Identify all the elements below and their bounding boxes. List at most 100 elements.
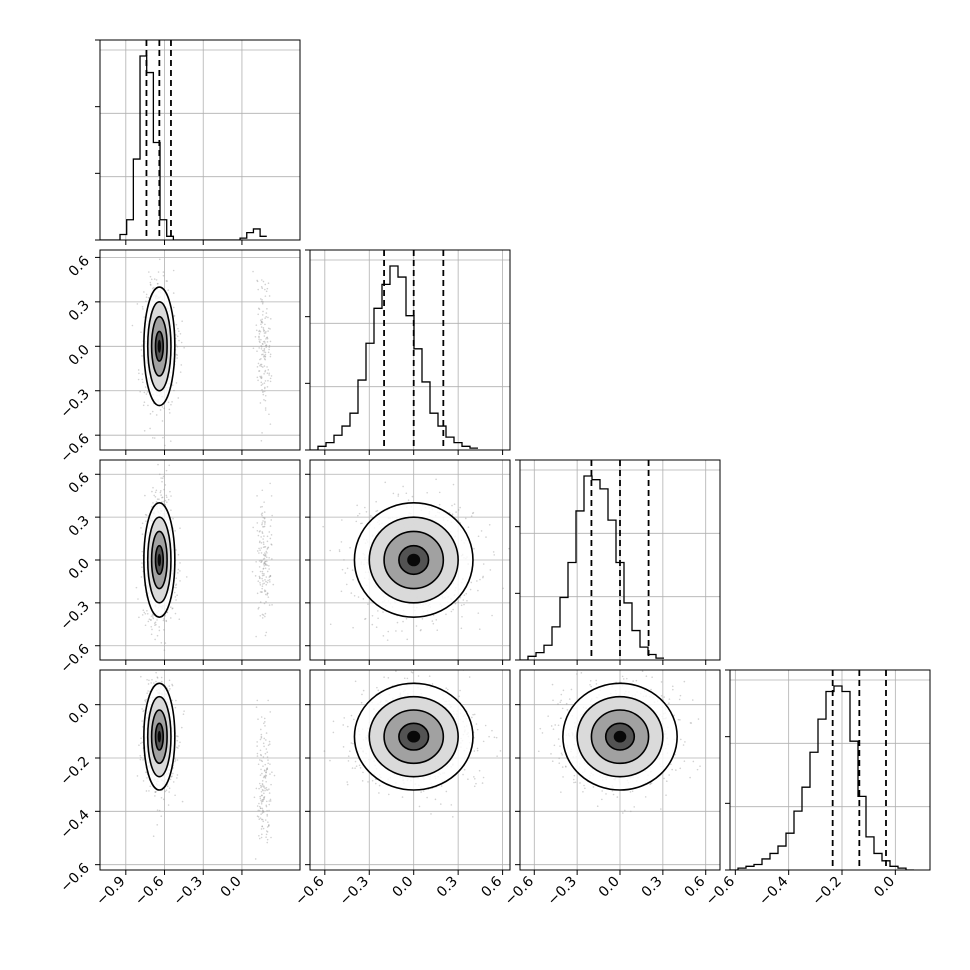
scatter-point	[259, 738, 262, 741]
scatter-point	[401, 796, 404, 798]
scatter-point	[264, 295, 267, 297]
scatter-point	[138, 372, 140, 375]
scatter-point	[269, 798, 272, 801]
scatter-point	[262, 580, 264, 582]
scatter-point	[164, 484, 167, 486]
scatter-point	[268, 740, 271, 743]
scatter-point	[426, 796, 428, 799]
scatter-point	[263, 563, 266, 565]
scatter-point	[344, 572, 347, 574]
scatter-point	[260, 813, 262, 815]
scatter-point	[259, 341, 261, 344]
scatter-point	[178, 330, 180, 333]
scatter-point	[157, 282, 159, 285]
scatter-point	[265, 576, 268, 578]
scatter-point	[259, 817, 262, 819]
scatter-point	[260, 547, 263, 549]
scatter-point	[264, 567, 267, 570]
scatter-point	[255, 635, 257, 638]
scatter-point	[263, 372, 265, 375]
scatter-point	[145, 514, 148, 516]
scatter-point	[148, 618, 151, 620]
scatter-point	[464, 517, 467, 520]
scatter-point	[267, 821, 269, 823]
scatter-point	[268, 413, 270, 416]
y-tick-label: 0.6	[66, 253, 93, 280]
scatter-point	[371, 614, 374, 617]
scatter-point	[261, 789, 264, 791]
scatter-point	[260, 286, 263, 288]
scatter-point	[438, 491, 441, 494]
scatter-point	[263, 770, 266, 772]
scatter-point	[263, 354, 265, 357]
scatter-point	[269, 482, 271, 485]
panel-frame	[99, 669, 301, 871]
scatter-point	[450, 610, 453, 613]
scatter-point	[257, 307, 260, 310]
scatter-point	[360, 522, 362, 525]
scatter-point	[262, 800, 264, 802]
scatter-point	[160, 796, 163, 799]
scatter-point	[445, 687, 448, 689]
scatter-point	[141, 614, 144, 616]
scatter-point	[175, 735, 178, 737]
scatter-point	[342, 724, 345, 726]
scatter-point	[262, 820, 265, 823]
scatter-point	[170, 606, 172, 609]
scatter-point	[259, 319, 262, 321]
scatter-point	[171, 607, 174, 610]
scatter-point	[260, 536, 262, 538]
scatter-point	[260, 346, 263, 348]
scatter-point	[160, 680, 163, 683]
scatter-point	[341, 519, 343, 521]
scatter-point	[451, 504, 453, 507]
scatter-point	[374, 782, 377, 785]
scatter-point	[155, 501, 158, 503]
scatter-point	[329, 759, 331, 762]
scatter-point	[155, 279, 158, 281]
scatter-point	[434, 798, 437, 801]
scatter-point	[265, 788, 268, 791]
scatter-point	[262, 765, 264, 767]
scatter-point	[142, 308, 144, 310]
scatter-point	[261, 772, 263, 775]
scatter-point	[145, 790, 148, 792]
scatter-point	[259, 584, 262, 586]
scatter-point	[260, 803, 263, 805]
scatter-point	[257, 608, 260, 610]
scatter-point	[139, 754, 141, 757]
scatter-point	[365, 511, 368, 513]
scatter-point	[171, 607, 174, 610]
scatter-point	[258, 552, 260, 554]
scatter-point	[271, 514, 273, 517]
scatter-point	[141, 562, 143, 564]
scatter-point	[263, 554, 266, 557]
scatter-point	[355, 765, 358, 767]
scatter-point	[454, 602, 457, 605]
scatter-point	[258, 541, 261, 544]
scatter-point	[169, 490, 171, 493]
scatter-point	[485, 536, 487, 538]
x-tick-label: −0.6	[132, 873, 167, 908]
scatter-point	[171, 683, 173, 686]
x-tick-label: −0.3	[171, 874, 206, 909]
scatter-point	[260, 759, 263, 762]
scatter-point	[259, 591, 262, 593]
scatter-point	[261, 377, 263, 379]
scatter-point	[141, 355, 143, 357]
scatter-point	[262, 393, 265, 396]
scatter-point	[264, 763, 267, 766]
x-tick-label: 0.0	[218, 874, 245, 901]
scatter-point	[384, 481, 387, 484]
scatter-point	[262, 301, 264, 303]
scatter-point	[369, 514, 372, 517]
scatter-point	[258, 560, 261, 562]
scatter-point	[179, 371, 182, 373]
scatter-point	[160, 641, 163, 644]
scatter-point	[164, 642, 167, 644]
scatter-point	[272, 583, 275, 586]
scatter-point	[146, 692, 148, 695]
scatter-point	[176, 357, 178, 359]
scatter-point	[264, 555, 266, 557]
scatter-point	[261, 799, 264, 801]
